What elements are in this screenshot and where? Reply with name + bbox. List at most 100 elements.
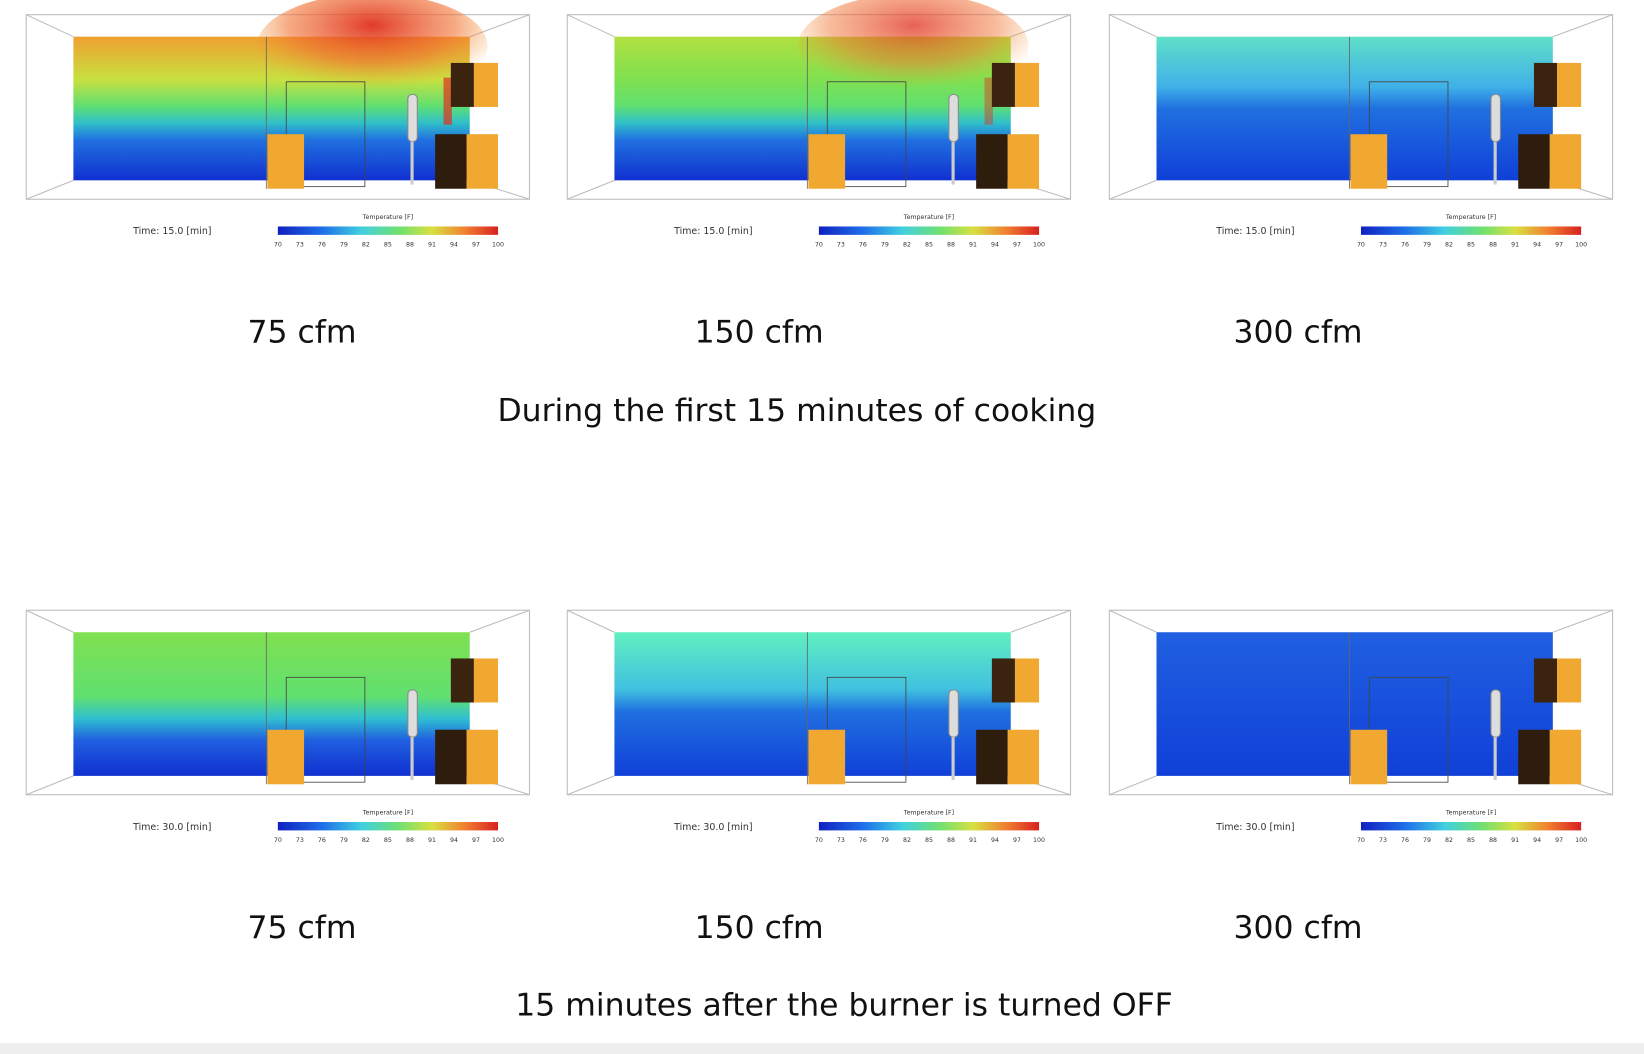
lower-cabinet: [1549, 729, 1582, 785]
colorbar: [818, 822, 1040, 831]
time-label: Time: 15.0 [min]: [132, 226, 211, 237]
colorbar-tick: 76: [859, 837, 867, 844]
panel-label: 150 cfm: [695, 910, 824, 946]
colorbar-tick: 70: [274, 837, 282, 844]
colorbar-tick: 100: [1033, 837, 1045, 844]
colorbar-tick: 100: [1575, 241, 1587, 248]
colorbar-tick: 73: [1379, 241, 1387, 248]
colorbar-tick: 73: [837, 837, 845, 844]
panel: Time: 15.0 [min] Temperature [F] 70 73 76 79 8…: [1108, 14, 1614, 248]
colorbar-tick: 97: [472, 241, 480, 248]
upper-cabinet: [1014, 658, 1040, 703]
room-outer: [25, 14, 531, 200]
upper-cabinet: [1557, 658, 1582, 703]
colorbar-tick: 88: [406, 241, 414, 248]
colorbar-tick: 73: [296, 241, 304, 248]
colorbar-tick: 94: [450, 241, 458, 248]
colorbar: [1360, 226, 1582, 235]
colorbar-tick: 79: [340, 241, 348, 248]
colorbar-tick: 70: [815, 241, 823, 248]
upper-cabinet-side: [991, 62, 1015, 107]
panel: Time: 30.0 [min] Temperature [F] 70 73 76 79 8…: [25, 609, 531, 844]
table: [808, 729, 846, 785]
room-edge: [469, 609, 530, 633]
colorbar-tick: 100: [1033, 241, 1045, 248]
room-edge: [1109, 179, 1157, 200]
upper-cabinet-side: [991, 658, 1015, 703]
time-label: Time: 15.0 [min]: [1215, 226, 1294, 237]
colorbar-tick: 88: [1489, 241, 1497, 248]
hot-zone: [797, 0, 1029, 99]
person: [948, 93, 959, 143]
bottom-strip: [0, 1043, 1644, 1054]
colorbar-tick: 73: [1379, 837, 1387, 844]
colorbar-tick: 73: [837, 241, 845, 248]
colorbar-tick: 91: [969, 837, 977, 844]
colorbar-tick: 88: [947, 837, 955, 844]
lower-cabinet-side: [976, 134, 1008, 189]
colorbar-tick: 91: [428, 837, 436, 844]
colorbar-tick: 91: [1511, 837, 1519, 844]
person: [407, 93, 418, 143]
colorbar-tick: 91: [428, 241, 436, 248]
colorbar-tick: 97: [1013, 241, 1021, 248]
room-edge: [1109, 609, 1157, 633]
colorbar-tick: 70: [274, 241, 282, 248]
colorbar-tick: 88: [947, 241, 955, 248]
room-outer: [566, 14, 1072, 200]
room-edge: [1552, 609, 1613, 633]
table: [1350, 729, 1388, 785]
colorbar-tick: 94: [1533, 837, 1541, 844]
panel-label: 75 cfm: [247, 910, 356, 946]
colorbar-tick: 94: [991, 241, 999, 248]
colorbar-tick: 79: [1423, 241, 1431, 248]
colorbar: [277, 226, 499, 235]
colorbar-tick: 76: [318, 837, 326, 844]
colorbar-tick: 85: [384, 241, 392, 248]
colorbar-tick: 100: [492, 837, 504, 844]
colorbar-tick: 94: [450, 837, 458, 844]
panel: Time: 30.0 [min] Temperature [F] 70 73 76 79 8…: [1108, 609, 1614, 844]
lower-cabinet: [1007, 729, 1040, 785]
plume: [443, 77, 452, 125]
room-edge: [567, 775, 615, 796]
colorbar-tick: 85: [925, 241, 933, 248]
colorbar-tick: 79: [340, 837, 348, 844]
time-label: Time: 30.0 [min]: [673, 822, 752, 833]
hot-zone: [256, 0, 488, 99]
colorbar-tick: 97: [472, 837, 480, 844]
colorbar-tick: 76: [859, 241, 867, 248]
colorbar-tick: 76: [1401, 837, 1409, 844]
colorbar-tick: 85: [1467, 837, 1475, 844]
room-edge: [25, 609, 74, 633]
table: [1350, 134, 1388, 189]
colorbar-tick: 76: [318, 241, 326, 248]
table: [267, 134, 305, 189]
panel-label: 300 cfm: [1234, 910, 1363, 946]
content: Time: 15.0 [min] Temperature [F] 70 73 76 79 8…: [25, 0, 1614, 1024]
table: [808, 134, 846, 189]
room-edge: [567, 179, 615, 200]
colorbar-tick: 88: [1489, 837, 1497, 844]
plume: [984, 77, 993, 125]
colorbar-tick: 97: [1555, 837, 1563, 844]
colorbar-tick: 94: [1533, 241, 1541, 248]
lower-cabinet: [1549, 134, 1582, 189]
room-edge: [567, 14, 615, 38]
colorbar-tick: 79: [881, 241, 889, 248]
person: [948, 689, 959, 738]
room-edge: [26, 775, 74, 796]
upper-cabinet-side: [450, 62, 474, 107]
colorbar-tick: 100: [492, 241, 504, 248]
room-edge: [1109, 14, 1157, 38]
colorbar-tick: 70: [1357, 241, 1365, 248]
panel-label: 300 cfm: [1234, 314, 1363, 350]
colorbar-tick: 91: [1511, 241, 1519, 248]
colorbar-tick: 70: [815, 837, 823, 844]
colorbar-tick: 82: [903, 241, 911, 248]
upper-cabinet: [1014, 62, 1040, 107]
room-outer: [25, 609, 531, 796]
upper-cabinet-side: [450, 658, 474, 703]
room-edge: [567, 609, 615, 633]
